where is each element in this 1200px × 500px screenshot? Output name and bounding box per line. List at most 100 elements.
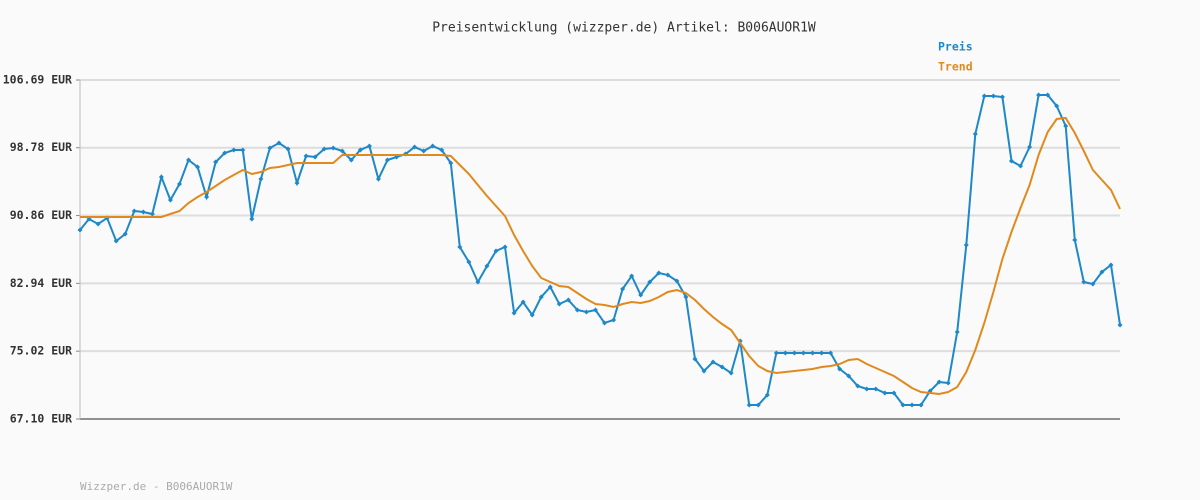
point-marker xyxy=(800,350,806,356)
y-tick-label: 90.86 EUR xyxy=(10,208,72,222)
point-marker xyxy=(728,370,734,376)
point-marker xyxy=(213,159,219,165)
point-marker xyxy=(683,294,689,300)
point-marker xyxy=(873,386,879,392)
point-marker xyxy=(366,143,372,149)
point-marker xyxy=(520,299,526,305)
point-marker xyxy=(186,157,192,163)
point-marker xyxy=(882,390,888,396)
point-marker xyxy=(810,350,816,356)
point-marker xyxy=(620,286,626,292)
point-marker xyxy=(1027,144,1033,150)
point-marker xyxy=(773,350,779,356)
point-marker xyxy=(140,209,146,215)
point-marker xyxy=(285,146,291,152)
point-marker xyxy=(267,145,273,151)
point-marker xyxy=(502,244,508,250)
point-marker xyxy=(131,208,137,214)
point-marker xyxy=(1036,92,1042,98)
point-marker xyxy=(945,380,951,386)
point-marker xyxy=(375,176,381,182)
point-marker xyxy=(1099,269,1105,275)
point-marker xyxy=(466,259,472,265)
point-marker xyxy=(611,317,617,323)
point-marker xyxy=(574,307,580,313)
point-marker xyxy=(674,278,680,284)
point-marker xyxy=(981,93,987,99)
point-marker xyxy=(1108,262,1114,268)
point-marker xyxy=(95,221,101,227)
point-marker xyxy=(909,402,915,408)
y-tick-label: 67.10 EUR xyxy=(10,412,72,426)
y-tick-label: 106.69 EUR xyxy=(3,73,72,87)
point-marker xyxy=(1054,103,1060,109)
point-marker xyxy=(855,383,861,389)
point-marker xyxy=(954,329,960,335)
point-marker xyxy=(900,402,906,408)
point-marker xyxy=(999,94,1005,100)
point-marker xyxy=(258,176,264,182)
point-marker xyxy=(412,144,418,150)
point-marker xyxy=(755,402,761,408)
point-marker xyxy=(448,160,454,166)
point-marker xyxy=(77,227,83,233)
point-marker xyxy=(511,310,517,316)
point-marker xyxy=(439,147,445,153)
point-marker xyxy=(231,147,237,153)
y-tick-label: 75.02 EUR xyxy=(10,344,72,358)
legend-label: Trend xyxy=(938,60,973,74)
point-marker xyxy=(719,364,725,370)
point-marker xyxy=(864,386,870,392)
point-marker xyxy=(321,146,327,152)
point-marker xyxy=(493,248,499,254)
point-marker xyxy=(421,148,427,154)
series-line xyxy=(80,116,1121,396)
point-marker xyxy=(457,244,463,250)
point-marker xyxy=(746,402,752,408)
point-marker xyxy=(294,180,300,186)
point-marker xyxy=(330,145,336,151)
point-marker xyxy=(701,368,707,374)
point-marker xyxy=(303,153,309,159)
point-marker xyxy=(222,150,228,156)
chart-title: Preisentwicklung (wizzper.de) Artikel: B… xyxy=(432,21,816,36)
point-marker xyxy=(384,157,390,163)
point-marker xyxy=(240,147,246,153)
point-marker xyxy=(348,157,354,163)
point-marker xyxy=(475,279,481,285)
point-marker xyxy=(565,297,571,303)
point-marker xyxy=(692,356,698,362)
point-marker xyxy=(176,181,182,187)
point-marker xyxy=(846,373,852,379)
point-marker xyxy=(204,194,210,200)
point-marker xyxy=(1018,163,1024,169)
point-marker xyxy=(782,350,788,356)
point-marker xyxy=(430,143,436,149)
point-marker xyxy=(357,147,363,153)
point-marker xyxy=(963,242,969,248)
point-marker xyxy=(339,148,345,154)
y-tick-label: 82.94 EUR xyxy=(10,276,72,290)
point-marker xyxy=(1090,281,1096,287)
point-marker xyxy=(583,309,589,315)
point-marker xyxy=(828,350,834,356)
point-marker xyxy=(710,359,716,365)
point-marker xyxy=(665,272,671,278)
y-tick-label: 98.78 EUR xyxy=(10,140,72,154)
point-marker xyxy=(529,312,535,318)
point-marker xyxy=(1081,279,1087,285)
point-marker xyxy=(819,350,825,356)
point-marker xyxy=(891,390,897,396)
point-marker xyxy=(592,307,598,313)
point-marker xyxy=(249,216,255,222)
point-marker xyxy=(638,292,644,298)
point-marker xyxy=(195,164,201,170)
point-marker xyxy=(484,263,490,269)
point-marker xyxy=(556,301,562,307)
point-marker xyxy=(149,211,155,217)
point-marker xyxy=(936,379,942,385)
point-marker xyxy=(837,366,843,372)
footer: Wizzper.de - B006AUOR1W xyxy=(80,480,233,493)
